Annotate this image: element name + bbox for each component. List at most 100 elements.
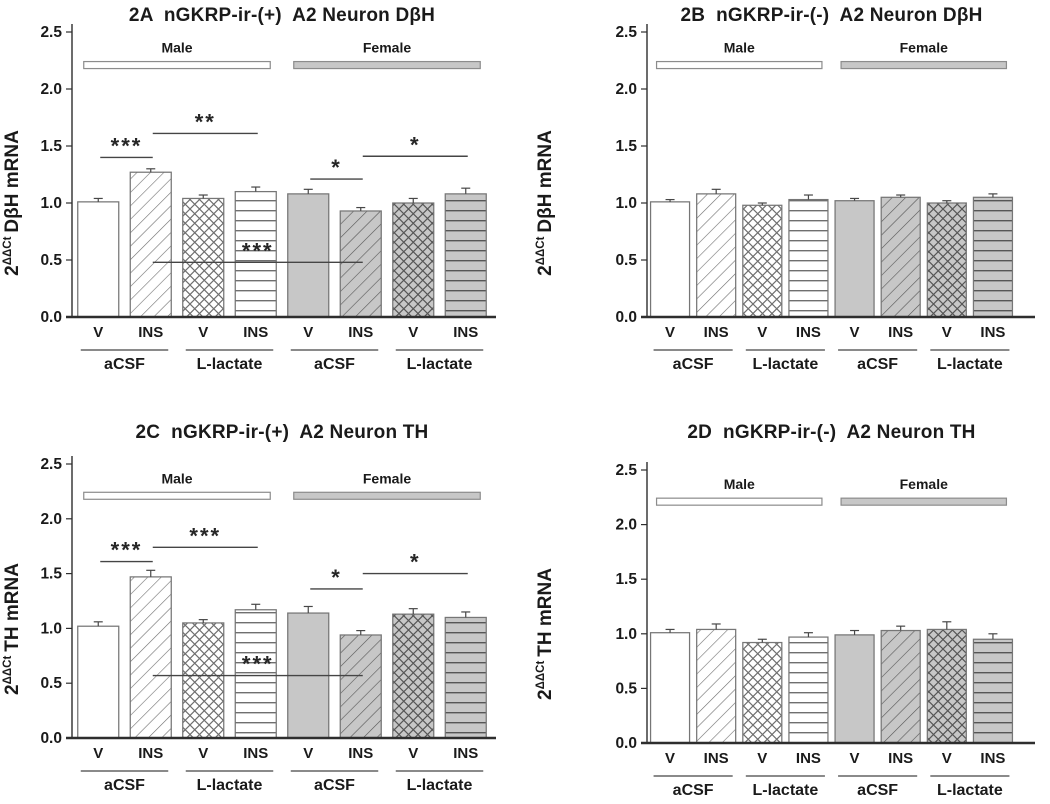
significance-stars: *** [242, 652, 274, 677]
bar-gray-horizontal [972, 196, 1014, 318]
x-category-label: INS [980, 750, 1005, 767]
sex-label-male: Male [724, 476, 755, 492]
treatment-label: aCSF [673, 356, 714, 373]
y-tick-label: 2.0 [615, 81, 637, 98]
bar-white-plain [77, 625, 120, 739]
y-tick-label: 2.0 [615, 517, 637, 534]
treatment-label: L-lactate [407, 777, 473, 794]
treatment-label: aCSF [104, 356, 145, 373]
x-category-label: INS [888, 750, 913, 767]
x-category-label: V [665, 324, 675, 341]
bar-white-horizontal [788, 198, 829, 318]
bar-gray-diagonal [339, 634, 382, 739]
x-category-label: V [93, 324, 103, 341]
x-category-label: V [757, 324, 767, 341]
bar-white-diagonal [129, 171, 172, 318]
x-category-label: INS [138, 324, 163, 341]
y-tick-label: 1.5 [40, 138, 62, 155]
bar-gray-crosshatch [926, 202, 967, 318]
sex-label-female: Female [900, 40, 948, 56]
y-tick-label: 2.5 [615, 24, 637, 41]
x-category-label: INS [453, 745, 478, 762]
sex-label-male: Male [161, 40, 192, 56]
significance-stars: * [331, 155, 342, 180]
x-category-label: INS [796, 324, 821, 341]
x-category-label: INS [453, 324, 478, 341]
x-category-label: INS [980, 324, 1005, 341]
treatment-label: L-lactate [197, 356, 263, 373]
bar-gray-plain [834, 200, 875, 318]
x-category-label: INS [243, 324, 268, 341]
x-category-label: INS [138, 745, 163, 762]
significance-stars: *** [111, 538, 143, 563]
bar-gray-horizontal [444, 193, 487, 318]
treatment-label: aCSF [314, 356, 355, 373]
y-tick-label: 2.5 [615, 462, 637, 479]
x-category-label: V [408, 324, 418, 341]
x-category-label: V [850, 324, 860, 341]
treatment-label: L-lactate [752, 782, 818, 799]
y-tick-label: 1.5 [40, 566, 62, 583]
chart-2d-bars: Male Female 0.0 0.5 1.0 1.5 2.0 2.5 V INS V INS V INS… [615, 462, 1035, 799]
x-category-label: V [93, 745, 103, 762]
bar-white-crosshatch [182, 622, 225, 739]
panel-2b-title: 2B nGKRP-ir-(-) A2 Neuron DβH [680, 5, 983, 26]
significance-stars: *** [111, 133, 143, 158]
panel-2c-title: 2C nGKRP-ir-(+) A2 Neuron TH [135, 422, 429, 443]
sex-band-female [840, 60, 1008, 70]
y-tick-label: 1.0 [615, 626, 637, 643]
significance-stars: ** [195, 109, 216, 134]
treatment-label: L-lactate [197, 777, 263, 794]
treatment-label: aCSF [857, 356, 898, 373]
chart-2c-bars: Male Female0.00.51.01.52.02.5***********V… [40, 456, 496, 794]
bar-white-crosshatch [182, 197, 225, 318]
x-category-label: V [303, 745, 313, 762]
bar-gray-horizontal [972, 638, 1014, 744]
treatment-label: aCSF [314, 777, 355, 794]
x-category-label: V [303, 324, 313, 341]
treatment-label: aCSF [857, 782, 898, 799]
y-tick-label: 0.0 [40, 309, 62, 326]
x-category-label: INS [348, 745, 373, 762]
y-tick-label: 2.0 [40, 81, 62, 98]
x-category-label: INS [348, 324, 373, 341]
bar-white-horizontal [234, 609, 277, 739]
x-category-label: V [942, 324, 952, 341]
bar-gray-crosshatch [392, 202, 435, 318]
y-tick-label: 0.0 [40, 730, 62, 747]
sex-label-male: Male [161, 470, 192, 486]
treatment-label: L-lactate [937, 782, 1003, 799]
bar-white-crosshatch [742, 204, 783, 318]
y-tick-label: 0.0 [615, 309, 637, 326]
significance-stars: *** [242, 238, 274, 263]
bar-gray-diagonal [880, 629, 921, 744]
bar-gray-crosshatch [926, 628, 967, 744]
x-category-label: V [850, 750, 860, 767]
bar-gray-crosshatch [392, 613, 435, 739]
y-tick-label: 2.5 [40, 24, 62, 41]
x-category-label: V [198, 745, 208, 762]
sex-band-male [655, 60, 823, 70]
x-category-label: V [757, 750, 767, 767]
y-tick-label: 0.5 [40, 252, 62, 269]
significance-stars: * [410, 550, 421, 575]
y-tick-label: 0.5 [40, 675, 62, 692]
sex-label-male: Male [724, 40, 755, 56]
y-tick-label: 0.0 [615, 735, 637, 752]
sex-band-female [293, 491, 481, 500]
treatment-label: aCSF [104, 777, 145, 794]
sex-band-female [293, 60, 481, 70]
bar-white-crosshatch [742, 641, 783, 744]
treatment-label: L-lactate [752, 356, 818, 373]
sex-label-female: Female [363, 470, 411, 486]
bar-white-diagonal [129, 576, 172, 739]
x-category-label: V [665, 750, 675, 767]
y-tick-label: 1.5 [615, 571, 637, 588]
bar-gray-diagonal [339, 210, 382, 318]
sex-band-male [83, 491, 271, 500]
sex-band-male [83, 60, 271, 70]
bar-gray-plain [287, 193, 330, 318]
x-category-label: V [198, 324, 208, 341]
bar-gray-plain [834, 634, 875, 744]
